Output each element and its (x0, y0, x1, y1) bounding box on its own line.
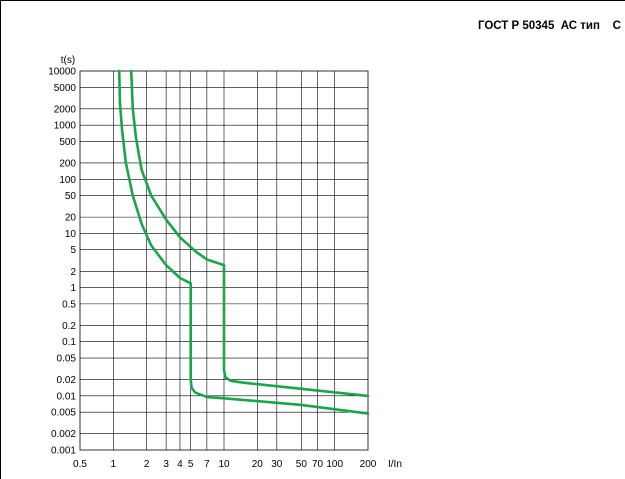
y-tick-label: 10000 (48, 67, 76, 78)
x-tick-label: 10 (218, 459, 230, 470)
x-tick-label: 7 (204, 459, 210, 470)
x-tick-label: 70 (312, 459, 324, 470)
x-tick-label: 5 (188, 459, 194, 470)
x-tick-label: 200 (360, 459, 377, 470)
y-tick-label: 0.005 (51, 408, 76, 419)
x-tick-label: 4 (177, 459, 183, 470)
y-tick-label: 100 (59, 175, 76, 186)
y-tick-label: 500 (59, 137, 76, 148)
y-tick-label: 1000 (54, 121, 77, 132)
y-axis-label: t(s) (61, 55, 75, 66)
y-tick-label: 10 (65, 229, 77, 240)
y-tick-label: 0.5 (62, 299, 76, 310)
x-tick-label: 2 (144, 459, 150, 470)
chart-title: ГОСТ Р 50345 АС тип С (477, 20, 621, 32)
x-tick-label: 20 (252, 459, 264, 470)
y-tick-label: 0.001 (51, 446, 76, 457)
y-tick-label: 0.1 (62, 337, 76, 348)
chart-frame-left (0, 0, 1, 479)
x-tick-label: 1 (111, 459, 117, 470)
y-tick-label: 50 (65, 191, 77, 202)
trip-curve-line-1 (117, 69, 370, 415)
y-tick-label: 0.01 (57, 391, 77, 402)
x-tick-label: 0.5 (73, 459, 87, 470)
y-tick-label: 2000 (54, 104, 77, 115)
y-tick-label: 1 (70, 283, 76, 294)
y-tick-label: 5 (70, 245, 76, 256)
x-tick-label: 100 (326, 459, 343, 470)
y-tick-label: 200 (59, 158, 76, 169)
y-tick-label: 0.2 (62, 321, 76, 332)
x-tick-label: 3 (163, 459, 169, 470)
y-tick-label: 20 (65, 213, 77, 224)
y-tick-label: 0.02 (57, 375, 77, 386)
y-tick-label: 0.002 (51, 429, 76, 440)
y-tick-label: 0.05 (57, 354, 77, 365)
y-tick-label: 2 (70, 267, 76, 278)
x-tick-label: 30 (271, 459, 283, 470)
y-tick-label: 5000 (54, 83, 77, 94)
trip-curve-line-2 (129, 69, 370, 398)
x-tick-label: 50 (296, 459, 308, 470)
x-axis-label: I/In (388, 459, 402, 470)
